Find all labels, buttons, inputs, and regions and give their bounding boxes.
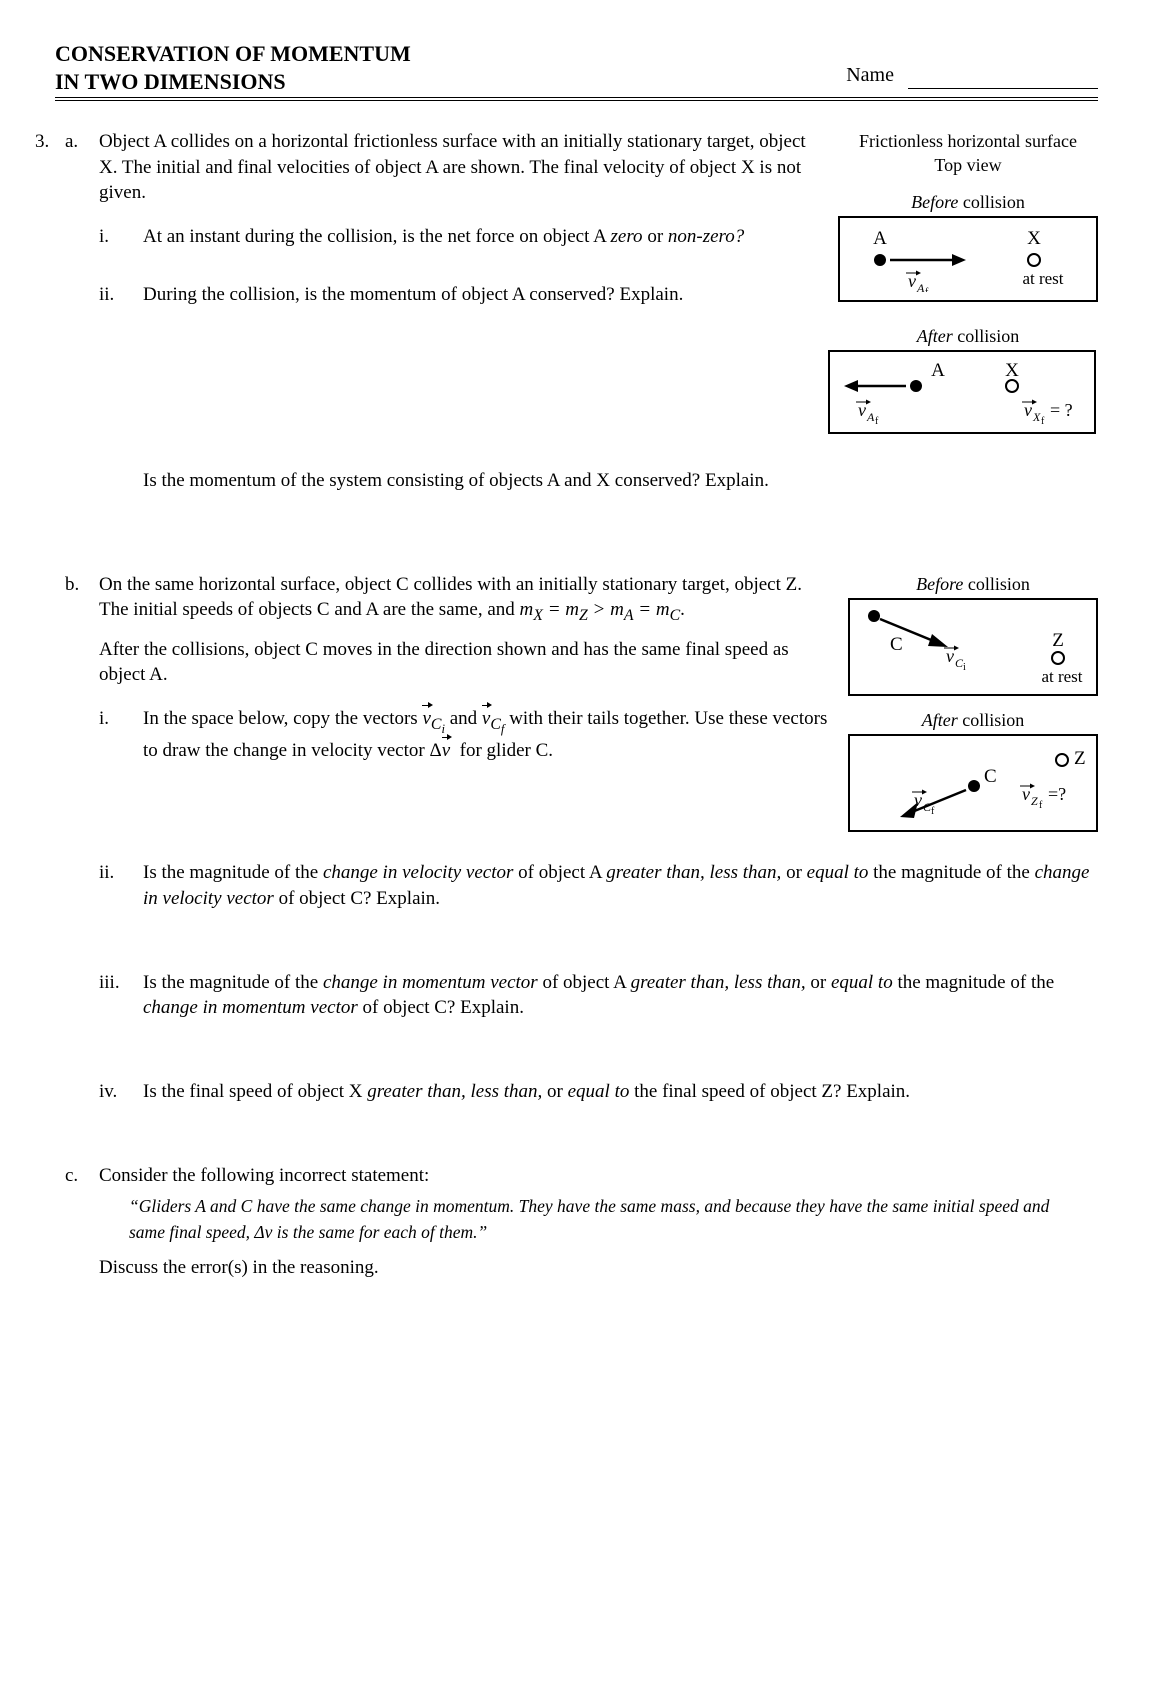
svg-text:X: X <box>1005 360 1019 381</box>
q3b-i: i. In the space below, copy the vectors … <box>99 706 830 764</box>
fig-before-label-b: Before collision <box>848 572 1098 596</box>
fig-after-label-b: After collision <box>848 708 1098 732</box>
q3-number: 3. <box>35 129 65 155</box>
svg-text:at rest: at rest <box>1041 667 1082 686</box>
svg-text:f: f <box>931 806 935 817</box>
q3b-ii-num: ii. <box>99 860 143 886</box>
svg-text:v: v <box>908 271 916 291</box>
fig-surface-label: Frictionless horizontal surface <box>838 129 1098 153</box>
q3b-iv-text: Is the final speed of object X greater t… <box>143 1079 1098 1105</box>
fig-after-b-svg: C v C f Z <box>858 742 1088 822</box>
q3c-letter: c. <box>65 1163 99 1189</box>
mass-relation: mX = mZ > mA = mC <box>520 599 681 620</box>
name-blank-line[interactable] <box>908 88 1098 89</box>
fig-before-label: Before collision <box>838 190 1098 214</box>
q3b-intro-p2: After the collisions, object C moves in … <box>99 637 830 688</box>
fig-before-a: A X at rest v A f <box>838 216 1098 302</box>
q3b-iii-num: iii. <box>99 970 143 996</box>
svg-text:C: C <box>890 634 903 655</box>
q3a-i-text: At an instant during the collision, is t… <box>143 224 820 250</box>
q3a-system-text: Is the momentum of the system consisting… <box>143 468 1098 494</box>
fig-after-a-svg: A X v A f <box>838 358 1090 424</box>
q3c-intro: Consider the following incorrect stateme… <box>99 1163 1098 1189</box>
q3a-system: Is the momentum of the system consisting… <box>99 468 1098 494</box>
q3b-iii: iii. Is the magnitude of the change in m… <box>99 970 1098 1021</box>
q3c-quote: “Gliders A and C have the same change in… <box>129 1194 1088 1245</box>
fig-topview-label: Top view <box>838 153 1098 177</box>
q3b-ii-text: Is the magnitude of the change in veloci… <box>143 860 1098 911</box>
q3a-intro: Object A collides on a horizontal fricti… <box>99 129 820 206</box>
q3c-followup: Discuss the error(s) in the reasoning. <box>99 1255 1098 1281</box>
q3b-i-num: i. <box>99 706 143 732</box>
q3b-i-text: In the space below, copy the vectors vCi… <box>143 706 830 764</box>
svg-text:Z: Z <box>1031 794 1038 808</box>
question-3b: b. On the same horizontal surface, objec… <box>35 572 1098 1163</box>
svg-text:X: X <box>1027 228 1041 249</box>
q3a-ii-num: ii. <box>99 282 143 308</box>
fig-after-b: C v C f Z <box>848 734 1098 832</box>
svg-text:i: i <box>963 662 966 673</box>
svg-text:=?: =? <box>1048 784 1066 804</box>
svg-text:f: f <box>875 416 879 424</box>
worksheet-title: CONSERVATION OF MOMENTUM IN TWO DIMENSIO… <box>55 40 411 95</box>
svg-text:at rest: at rest <box>1022 269 1063 288</box>
worksheet-body: 3. a. Object A collides on a horizontal … <box>35 129 1098 1281</box>
q3b-intro-p1: On the same horizontal surface, object C… <box>99 572 830 627</box>
q3a-letter: a. <box>65 129 99 155</box>
svg-text:A: A <box>866 410 875 424</box>
svg-text:A: A <box>931 360 945 381</box>
q3b-iv: iv. Is the final speed of object X great… <box>99 1079 1098 1105</box>
svg-text:Z: Z <box>1074 748 1086 769</box>
title-line-1: CONSERVATION OF MOMENTUM <box>55 41 411 66</box>
title-line-2: IN TWO DIMENSIONS <box>55 69 286 94</box>
svg-text:v: v <box>946 646 954 666</box>
q3b-iii-text: Is the magnitude of the change in moment… <box>143 970 1098 1021</box>
q3a-ii-text: During the collision, is the momentum of… <box>143 282 820 308</box>
svg-text:X: X <box>1032 410 1041 424</box>
svg-text:= ?: = ? <box>1050 400 1073 420</box>
svg-text:Z: Z <box>1052 630 1064 651</box>
svg-text:C: C <box>984 766 997 787</box>
question-3c: c. Consider the following incorrect stat… <box>35 1163 1098 1281</box>
q3b-letter: b. <box>65 572 99 598</box>
svg-text:A: A <box>916 281 925 292</box>
q3a-i-num: i. <box>99 224 143 250</box>
svg-text:f: f <box>1041 416 1045 424</box>
fig-before-a-svg: A X at rest v A f <box>848 224 1088 292</box>
name-field: Name <box>846 62 1098 95</box>
worksheet-header: CONSERVATION OF MOMENTUM IN TWO DIMENSIO… <box>55 40 1098 101</box>
q3b-iv-num: iv. <box>99 1079 143 1105</box>
q3a-ii: ii. During the collision, is the momentu… <box>99 282 820 308</box>
q3a-i: i. At an instant during the collision, i… <box>99 224 820 250</box>
name-label: Name <box>846 62 894 89</box>
svg-text:f: f <box>925 287 929 292</box>
q3b-ii: ii. Is the magnitude of the change in ve… <box>99 860 1098 911</box>
svg-text:v: v <box>1022 784 1030 804</box>
q3a-figure-column: Frictionless horizontal surface Top view… <box>838 129 1098 434</box>
svg-text:f: f <box>1039 800 1043 811</box>
question-3: 3. a. Object A collides on a horizontal … <box>35 129 1098 552</box>
svg-text:v: v <box>914 790 922 810</box>
fig-after-label-a: After collision <box>838 324 1098 348</box>
fig-after-a: A X v A f <box>828 350 1096 434</box>
q3b-figure-column: Before collision C v C i <box>848 572 1098 833</box>
svg-text:v: v <box>1024 400 1032 420</box>
svg-text:v: v <box>858 400 866 420</box>
svg-text:A: A <box>873 228 887 249</box>
fig-before-b: C v C i Z at rest <box>848 598 1098 696</box>
fig-before-b-svg: C v C i Z at rest <box>858 606 1088 686</box>
